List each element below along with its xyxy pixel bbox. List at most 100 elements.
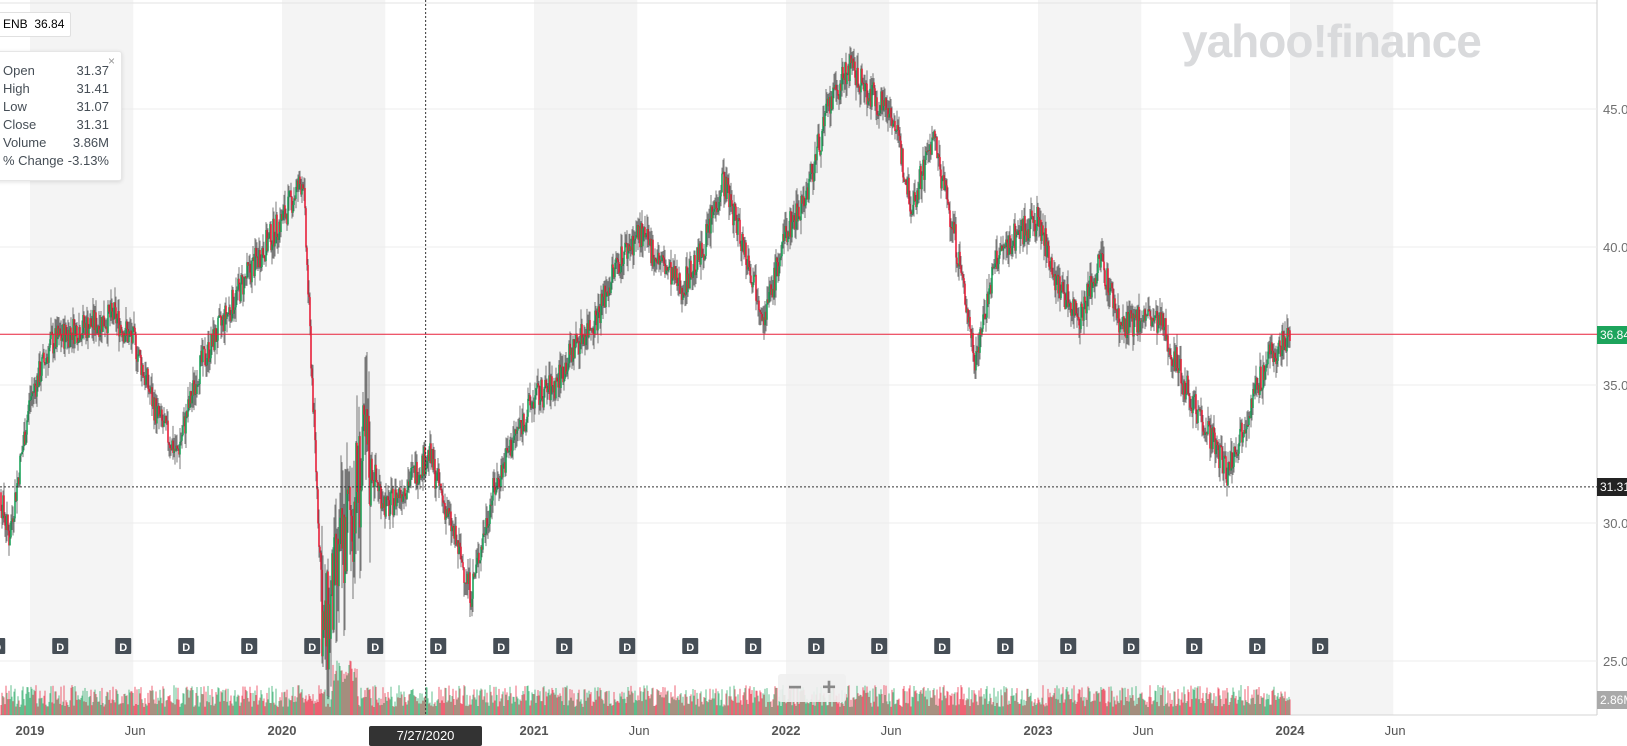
candle-body bbox=[1276, 360, 1278, 365]
candle-body bbox=[1202, 421, 1204, 432]
volume-bar bbox=[989, 693, 991, 715]
candle-body bbox=[468, 572, 470, 585]
volume-bar bbox=[1268, 694, 1270, 715]
volume-bar bbox=[267, 699, 269, 715]
volume-bar bbox=[1035, 704, 1037, 715]
dividend-marker bbox=[115, 638, 132, 654]
candle-body bbox=[9, 537, 11, 546]
candle-body bbox=[731, 200, 733, 207]
candle-body bbox=[48, 347, 50, 363]
volume-bar bbox=[764, 688, 766, 715]
candle-body bbox=[728, 184, 730, 208]
volume-bar bbox=[553, 692, 555, 715]
volume-bar bbox=[875, 687, 877, 715]
volume-bar bbox=[1224, 690, 1226, 715]
volume-bar bbox=[182, 693, 184, 715]
candle-body bbox=[127, 329, 129, 343]
candle-body bbox=[135, 334, 137, 360]
candle-body bbox=[603, 285, 605, 297]
volume-bar bbox=[964, 705, 966, 715]
volume-bar bbox=[971, 690, 973, 715]
candle-body bbox=[1003, 245, 1005, 249]
candle-body bbox=[1069, 302, 1071, 304]
volume-bar bbox=[1258, 687, 1260, 715]
volume-bar bbox=[1109, 702, 1111, 715]
candle-body bbox=[100, 317, 102, 330]
zoom-out-button[interactable]: − bbox=[787, 674, 802, 701]
volume-bar bbox=[488, 705, 490, 715]
volume-bar bbox=[501, 694, 503, 715]
candle-body bbox=[1256, 377, 1258, 390]
candle-body bbox=[81, 332, 83, 340]
volume-bar bbox=[968, 687, 970, 715]
candle-body bbox=[777, 262, 779, 277]
candle-body bbox=[160, 409, 162, 415]
volume-bar bbox=[76, 699, 78, 715]
volume-bar bbox=[737, 694, 739, 715]
candle-body bbox=[29, 400, 31, 402]
candle-body bbox=[558, 364, 560, 388]
candle-body bbox=[992, 266, 994, 268]
volume-bar bbox=[894, 704, 896, 715]
volume-bar bbox=[208, 702, 210, 715]
candle-body bbox=[706, 224, 708, 233]
candle-body bbox=[192, 380, 194, 396]
x-tick-label: 2019 bbox=[16, 723, 45, 738]
volume-bar bbox=[1104, 690, 1106, 715]
candle-body bbox=[196, 384, 198, 395]
candle-body bbox=[86, 317, 88, 339]
volume-bar bbox=[579, 701, 581, 715]
candle-body bbox=[873, 82, 875, 89]
candle-body bbox=[242, 276, 244, 295]
volume-bar bbox=[233, 695, 235, 715]
candle-body bbox=[1274, 352, 1276, 359]
volume-bar bbox=[159, 689, 161, 715]
x-tick-label: 2022 bbox=[772, 723, 801, 738]
candle-body bbox=[853, 61, 855, 69]
candle-body bbox=[989, 285, 991, 289]
volume-bar bbox=[412, 688, 414, 715]
candle-body bbox=[1270, 342, 1272, 355]
candle-body bbox=[952, 221, 954, 230]
volume-bar bbox=[73, 705, 75, 715]
volume-bar bbox=[967, 699, 969, 715]
volume-bar bbox=[1017, 702, 1019, 715]
volume-bar bbox=[1277, 692, 1279, 715]
tooltip-value: 3.86M bbox=[72, 135, 109, 150]
candle-body bbox=[864, 83, 866, 92]
zoom-in-button[interactable]: + bbox=[821, 674, 836, 701]
volume-bar bbox=[502, 691, 504, 715]
candle-body bbox=[822, 116, 824, 132]
volume-bar bbox=[1033, 702, 1035, 715]
candle-body bbox=[166, 420, 168, 424]
candle-body bbox=[1110, 283, 1112, 288]
volume-bar bbox=[286, 689, 288, 715]
volume-bar bbox=[890, 706, 892, 715]
candle-body bbox=[374, 464, 376, 488]
volume-bar bbox=[359, 706, 361, 715]
volume-bar bbox=[548, 689, 550, 715]
candle-body bbox=[292, 204, 294, 213]
candle-body bbox=[648, 239, 650, 245]
candle-body bbox=[930, 144, 932, 155]
candle-body bbox=[596, 315, 598, 331]
candle-body bbox=[1165, 318, 1167, 340]
volume-bar bbox=[155, 691, 157, 715]
candle-body bbox=[1201, 410, 1203, 422]
candle-body bbox=[460, 546, 462, 560]
volume-bar bbox=[31, 688, 33, 715]
volume-bar bbox=[571, 689, 573, 715]
volume-bar bbox=[552, 689, 554, 715]
candle-body bbox=[311, 368, 313, 379]
candle-body bbox=[943, 175, 945, 191]
volume-bar bbox=[1094, 700, 1096, 715]
candle-body bbox=[350, 509, 352, 516]
volume-bar bbox=[206, 701, 208, 715]
volume-bar bbox=[877, 706, 879, 715]
volume-bar bbox=[94, 689, 96, 715]
volume-bar bbox=[595, 699, 597, 715]
close-icon[interactable]: × bbox=[107, 54, 115, 68]
candle-body bbox=[780, 256, 782, 258]
candle-body bbox=[128, 331, 130, 343]
